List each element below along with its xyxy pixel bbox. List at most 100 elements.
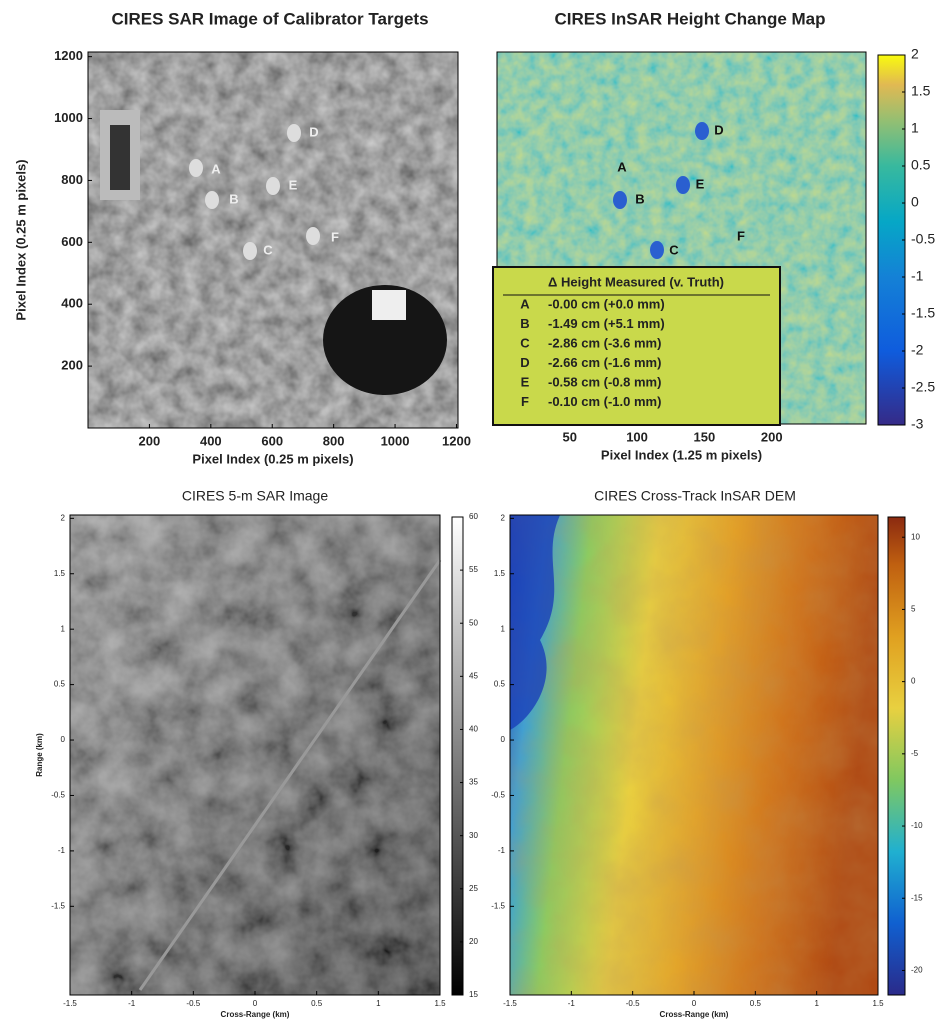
x-axis-label: Pixel Index (1.25 m pixels) <box>601 447 762 462</box>
target-blob <box>676 176 690 194</box>
colorbar <box>888 517 905 995</box>
y-tick-label: -1 <box>498 846 506 855</box>
colorbar-tick-label: 0 <box>911 194 919 210</box>
colorbar-tick-label: 55 <box>469 565 478 574</box>
y-tick-label: 1000 <box>54 110 83 125</box>
x-tick-label: 100 <box>626 429 648 444</box>
target-blob <box>189 159 203 177</box>
legend-value: -2.86 cm (-3.6 mm) <box>548 335 661 350</box>
x-tick-label: -1 <box>128 999 136 1008</box>
y-tick-label: 200 <box>61 358 83 373</box>
y-tick-label: 1 <box>501 624 506 633</box>
y-tick-label: 2 <box>501 513 506 522</box>
legend-key: E <box>521 374 530 389</box>
colorbar-tick-label: 5 <box>911 605 916 614</box>
target-blob <box>306 227 320 245</box>
target-label: E <box>696 176 705 191</box>
x-tick-label: 150 <box>694 429 716 444</box>
colorbar-tick-label: 0 <box>911 677 916 686</box>
target-label: E <box>289 177 298 192</box>
legend-value: -0.00 cm (+0.0 mm) <box>548 296 665 311</box>
dem-texture <box>510 515 878 995</box>
target-label: F <box>331 229 339 244</box>
target-label: A <box>211 161 221 176</box>
legend-key: D <box>520 355 529 370</box>
x-tick-label: 0.5 <box>750 999 762 1008</box>
colorbar-tick-label: 60 <box>469 512 478 521</box>
building <box>110 125 130 190</box>
y-tick-label: 1200 <box>54 48 83 63</box>
target-label: D <box>309 124 318 139</box>
y-tick-label: 0 <box>61 735 66 744</box>
x-tick-label: -0.5 <box>186 999 200 1008</box>
target-blob <box>613 191 627 209</box>
colorbar-tick-label: -2.5 <box>911 379 935 395</box>
legend-value: -1.49 cm (+5.1 mm) <box>548 316 665 331</box>
sar5m-texture <box>70 515 440 995</box>
target-label: F <box>737 228 745 243</box>
y-tick-label: 1.5 <box>54 569 66 578</box>
x-axis-label: Pixel Index (0.25 m pixels) <box>192 451 353 466</box>
legend-value: -0.58 cm (-0.8 mm) <box>548 374 661 389</box>
x-tick-label: 400 <box>200 433 222 448</box>
x-tick-label: 200 <box>139 433 161 448</box>
colorbar <box>452 517 463 995</box>
target-label: D <box>714 122 723 137</box>
x-tick-label: 1.5 <box>434 999 446 1008</box>
colorbar-tick-label: 40 <box>469 725 478 734</box>
x-tick-label: 1.5 <box>872 999 884 1008</box>
x-axis-label: Cross-Range (km) <box>660 1010 729 1019</box>
colorbar-tick-label: 15 <box>469 990 478 999</box>
colorbar-tick-label: -2 <box>911 342 924 358</box>
y-tick-label: 600 <box>61 234 83 249</box>
y-axis-label: Pixel Index (0.25 m pixels) <box>13 159 28 320</box>
x-tick-label: 1 <box>814 999 819 1008</box>
y-tick-label: 1.5 <box>494 569 506 578</box>
legend-key: F <box>521 394 529 409</box>
target-blob <box>695 122 709 140</box>
legend-title: Δ Height Measured (v. Truth) <box>548 274 724 289</box>
colorbar-tick-label: 20 <box>469 937 478 946</box>
colorbar-tick-label: 10 <box>911 532 920 541</box>
reflector <box>372 290 406 320</box>
x-axis-label: Cross-Range (km) <box>221 1010 290 1019</box>
panel-title: CIRES InSAR Height Change Map <box>554 9 825 28</box>
x-tick-label: 1 <box>376 999 381 1008</box>
target-label: B <box>229 191 238 206</box>
figure: CIRES SAR Image of Calibrator Targets200… <box>0 0 939 1028</box>
y-tick-label: 0 <box>501 735 506 744</box>
target-blob <box>650 241 664 259</box>
x-tick-label: 200 <box>761 429 783 444</box>
x-tick-label: 50 <box>562 429 576 444</box>
y-axis-label: Range (km) <box>35 733 44 777</box>
colorbar-tick-label: 2 <box>911 46 919 62</box>
target-blob <box>266 177 280 195</box>
target-label: B <box>635 191 644 206</box>
x-tick-label: -0.5 <box>626 999 640 1008</box>
panel-title: CIRES 5-m SAR Image <box>182 488 328 504</box>
y-tick-label: 800 <box>61 172 83 187</box>
colorbar-tick-label: -20 <box>911 966 923 975</box>
colorbar-tick-label: 1.5 <box>911 83 931 99</box>
colorbar-tick-label: -15 <box>911 893 923 902</box>
legend-key: C <box>520 335 530 350</box>
colorbar-tick-label: -1.5 <box>911 305 935 321</box>
y-tick-label: 0.5 <box>494 680 506 689</box>
y-tick-label: -0.5 <box>51 791 65 800</box>
x-tick-label: -1.5 <box>63 999 77 1008</box>
target-label: C <box>263 242 273 257</box>
colorbar-tick-label: -1 <box>911 268 924 284</box>
legend-value: -2.66 cm (-1.6 mm) <box>548 355 661 370</box>
x-tick-label: 600 <box>261 433 283 448</box>
colorbar-tick-label: 35 <box>469 778 478 787</box>
y-tick-label: 0.5 <box>54 680 66 689</box>
x-tick-label: 1000 <box>381 433 410 448</box>
legend-key: B <box>520 316 529 331</box>
x-tick-label: 0 <box>692 999 697 1008</box>
y-tick-label: -0.5 <box>491 791 505 800</box>
panel-title: CIRES SAR Image of Calibrator Targets <box>111 9 428 28</box>
x-tick-label: -1 <box>568 999 576 1008</box>
x-tick-label: 1200 <box>442 433 471 448</box>
target-label: A <box>617 159 627 174</box>
x-tick-label: 800 <box>323 433 345 448</box>
